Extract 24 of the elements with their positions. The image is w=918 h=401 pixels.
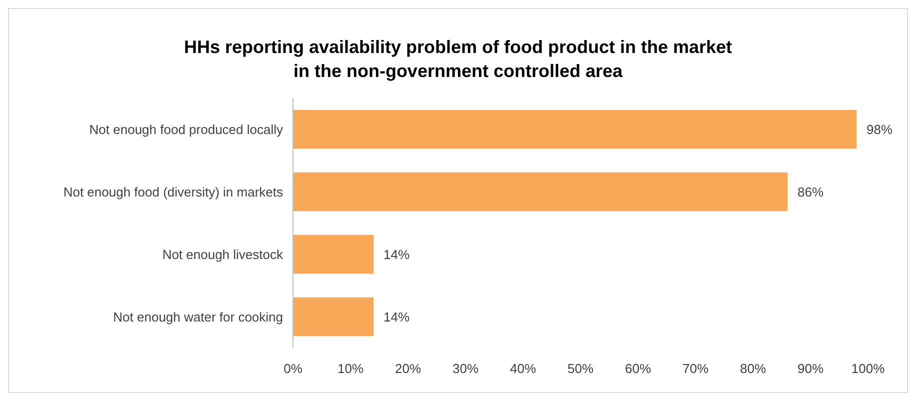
x-tick-label: 50% [567,361,594,376]
x-tick-label: 90% [797,361,824,376]
data-label: 14% [384,309,410,324]
data-label: 98% [866,122,893,137]
x-tick-label: 30% [452,361,479,376]
y-tick-label: Not enough food (diversity) in markets [63,184,284,200]
x-tick-label: 60% [624,361,652,376]
x-tick-label: 70% [682,361,709,376]
x-tick-label: 40% [510,361,536,376]
x-tick-label: 10% [337,361,364,376]
chart-title: HHs reporting availability problem of food product in the market in the non-government controlled area [184,37,732,81]
bar [293,234,374,274]
data-label: 14% [384,246,410,262]
data-label: 86% [798,184,824,200]
bar [293,297,374,336]
y-tick-label: Not enough water for cooking [113,309,283,324]
y-tick-label: Not enough food produced locally [89,122,284,137]
x-tick-label: 0% [284,361,303,376]
bar [293,110,856,149]
y-tick-label: Not enough livestock [162,246,284,262]
x-tick-label: 80% [740,361,766,376]
x-tick-label: 20% [394,361,422,376]
bar [293,172,788,212]
x-tick-label: 100% [851,361,886,376]
